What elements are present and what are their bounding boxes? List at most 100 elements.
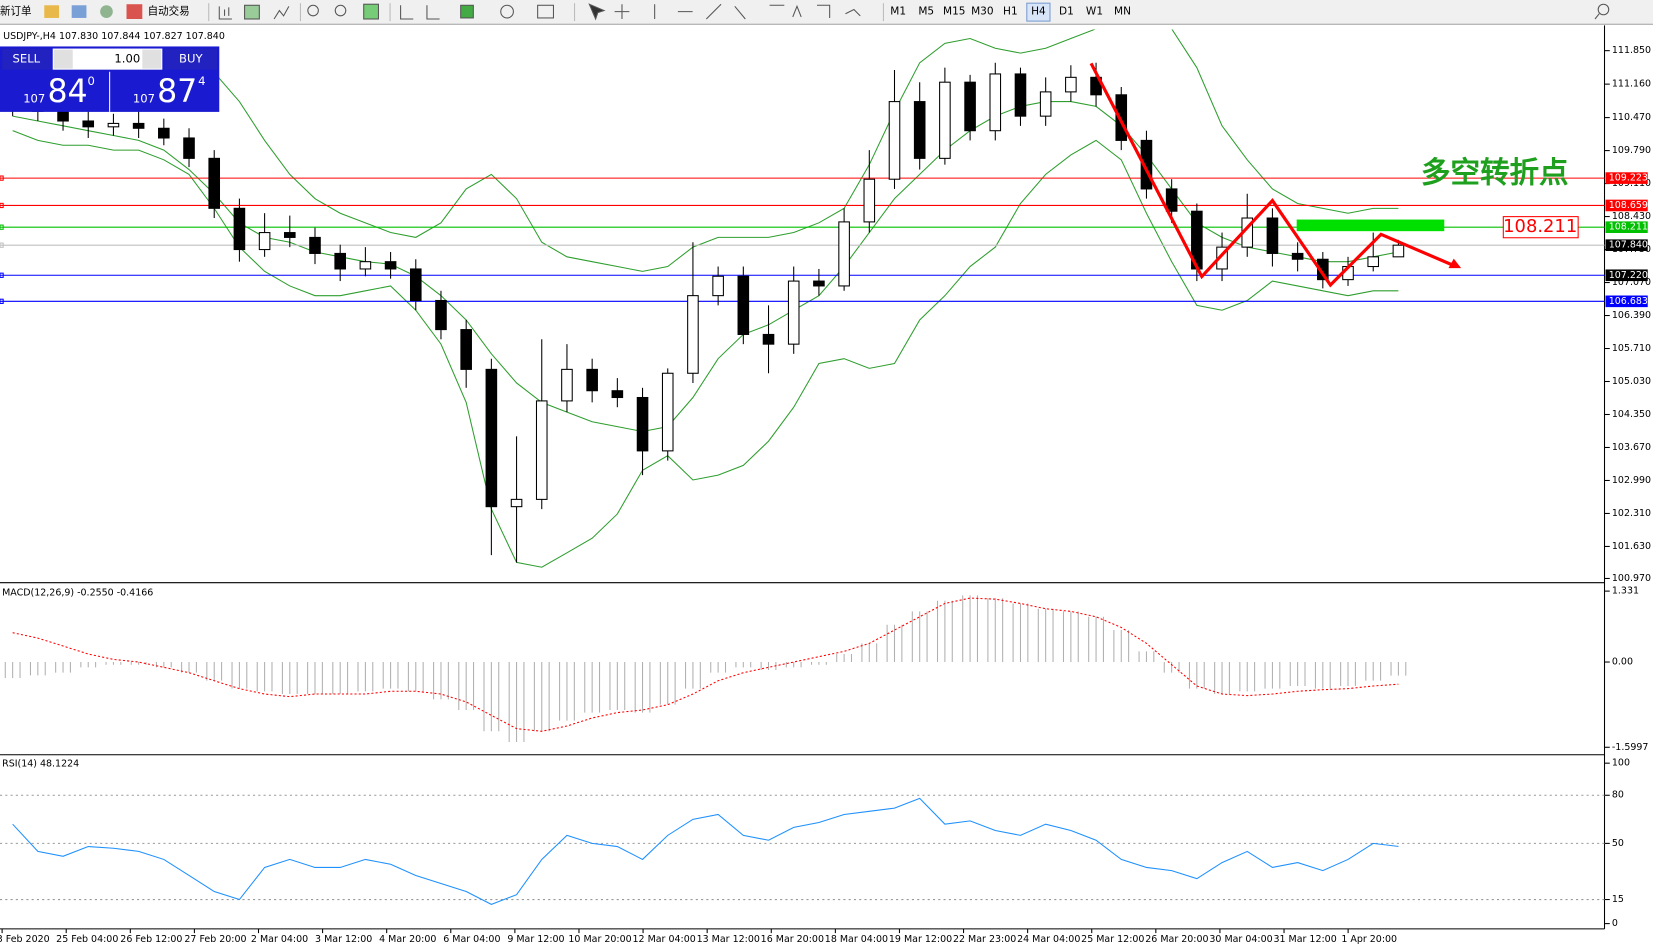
level-box — [1605, 269, 1648, 282]
macd-title: MACD(12,26,9) -0.2550 -0.4166 — [2, 588, 153, 599]
band-upper — [12, 29, 1399, 272]
level-label: 109.223 — [1609, 173, 1648, 184]
trend-arrow — [1089, 62, 1456, 288]
level-marker — [0, 242, 4, 248]
time-label: 25 Mar 12:00 — [1081, 934, 1144, 945]
quote: 107.844 — [101, 30, 140, 41]
time-label: 1 Apr 20:00 — [1341, 934, 1397, 945]
new-order[interactable]: 新订单 — [0, 5, 32, 18]
auto-trade[interactable]: 自动交易 — [148, 5, 190, 18]
candle-body — [183, 137, 195, 159]
candle-body — [284, 232, 296, 238]
candle-body — [1014, 73, 1027, 117]
sell-label[interactable]: SELL — [13, 52, 41, 66]
y-tick-label: 103.670 — [1612, 442, 1651, 453]
time-label: 6 Mar 04:00 — [443, 934, 500, 945]
timeframe[interactable]: MN — [1114, 6, 1131, 18]
level-label: 107.840 — [1609, 240, 1648, 251]
chart-symbol: USDJPY-,H4 107.830 107.844 107.827 107.8… — [3, 30, 225, 41]
candle-body — [636, 396, 649, 452]
level-marker — [0, 298, 4, 304]
y-tick-label: 108.430 — [1612, 211, 1651, 222]
time-label: 16 Mar 20:00 — [761, 934, 824, 945]
time-label: 26 Mar 20:00 — [1145, 934, 1208, 945]
timeframe[interactable]: M5 — [918, 6, 934, 18]
candle-body — [989, 73, 1002, 132]
buy-button[interactable] — [164, 48, 218, 70]
y-tick-label: 105.030 — [1612, 376, 1651, 387]
icon[interactable] — [71, 5, 87, 18]
price-callout — [1502, 216, 1579, 239]
icon[interactable] — [100, 5, 113, 18]
candle-body — [838, 221, 850, 287]
y-tick-label: 80 — [1612, 790, 1624, 801]
annotation: 多空转折点 — [1421, 156, 1568, 190]
y-tick-label: 0 — [1612, 918, 1618, 929]
y-tick-label: 102.990 — [1612, 475, 1651, 486]
candle-body — [586, 368, 598, 392]
time-label: 31 Mar 12:00 — [1273, 934, 1336, 945]
candle-body — [1367, 256, 1380, 268]
pips: 87 — [157, 74, 197, 110]
candle-body — [863, 178, 876, 223]
y-tick-label: 111.850 — [1612, 45, 1651, 56]
y-tick-label: 1.331 — [1612, 586, 1639, 597]
tools[interactable] — [208, 3, 1610, 22]
active-timeframe — [1026, 2, 1051, 22]
timeframe[interactable]: H1 — [1003, 6, 1018, 18]
timeframe[interactable]: M30 — [971, 6, 993, 18]
time-label: 22 Mar 23:00 — [953, 934, 1016, 945]
y-tick-label: 101.630 — [1612, 541, 1651, 552]
lot[interactable]: 1.00 — [114, 52, 140, 66]
y-tick-label: 102.310 — [1612, 508, 1651, 519]
candle-body — [737, 275, 750, 335]
level-box — [1605, 239, 1648, 251]
y-tick-label: 109.790 — [1612, 145, 1651, 156]
y-tick-label: 110.470 — [1612, 112, 1651, 123]
candle-body — [1115, 94, 1128, 141]
symbol: USDJPY-,H4 — [3, 30, 56, 41]
level-box — [1605, 199, 1648, 212]
candle-body — [409, 268, 422, 302]
candle-body — [107, 122, 120, 128]
arrow-head — [1448, 258, 1462, 269]
rsi-line — [12, 797, 1399, 905]
buy-label[interactable]: BUY — [179, 52, 203, 66]
level-box — [1605, 221, 1648, 233]
time-label: 25 Feb 04:00 — [56, 934, 118, 945]
icon[interactable] — [44, 5, 60, 18]
candle-body — [1291, 252, 1304, 260]
level-marker — [0, 224, 4, 230]
lot-input[interactable] — [52, 48, 163, 70]
time-label: 13 Mar 12:00 — [697, 934, 760, 945]
candle-body — [435, 299, 447, 331]
quote: 107.827 — [143, 30, 182, 41]
candle-body — [787, 280, 800, 345]
candle-body — [687, 295, 699, 374]
fraction: 4 — [198, 74, 205, 88]
timeframe[interactable]: M15 — [943, 6, 965, 18]
big-figure: 107 — [133, 92, 155, 106]
time-label: 18 Mar 04:00 — [825, 934, 888, 945]
candle-body — [1140, 139, 1153, 190]
level-marker — [0, 202, 4, 209]
big-figure: 107 — [23, 92, 45, 106]
timeframe[interactable]: W1 — [1086, 6, 1103, 18]
timeframe[interactable]: D1 — [1059, 6, 1074, 18]
y-tick-label: 106.390 — [1612, 310, 1651, 321]
level-box — [1605, 295, 1648, 308]
auto-trade-icon[interactable] — [126, 4, 143, 19]
timeframe[interactable]: H4 — [1031, 6, 1046, 18]
candle-body — [510, 498, 523, 508]
candle-body — [964, 81, 976, 132]
candle-body — [208, 157, 221, 209]
level-label: 108.659 — [1609, 200, 1648, 211]
sell-button[interactable] — [2, 48, 51, 70]
candle-body — [611, 390, 624, 399]
time-label: 26 Feb 12:00 — [120, 934, 182, 945]
timeframe[interactable]: M1 — [890, 6, 906, 18]
time-label: 30 Mar 04:00 — [1209, 934, 1272, 945]
candle-body — [1317, 258, 1329, 281]
rsi-title: RSI(14) 48.1224 — [2, 759, 79, 770]
